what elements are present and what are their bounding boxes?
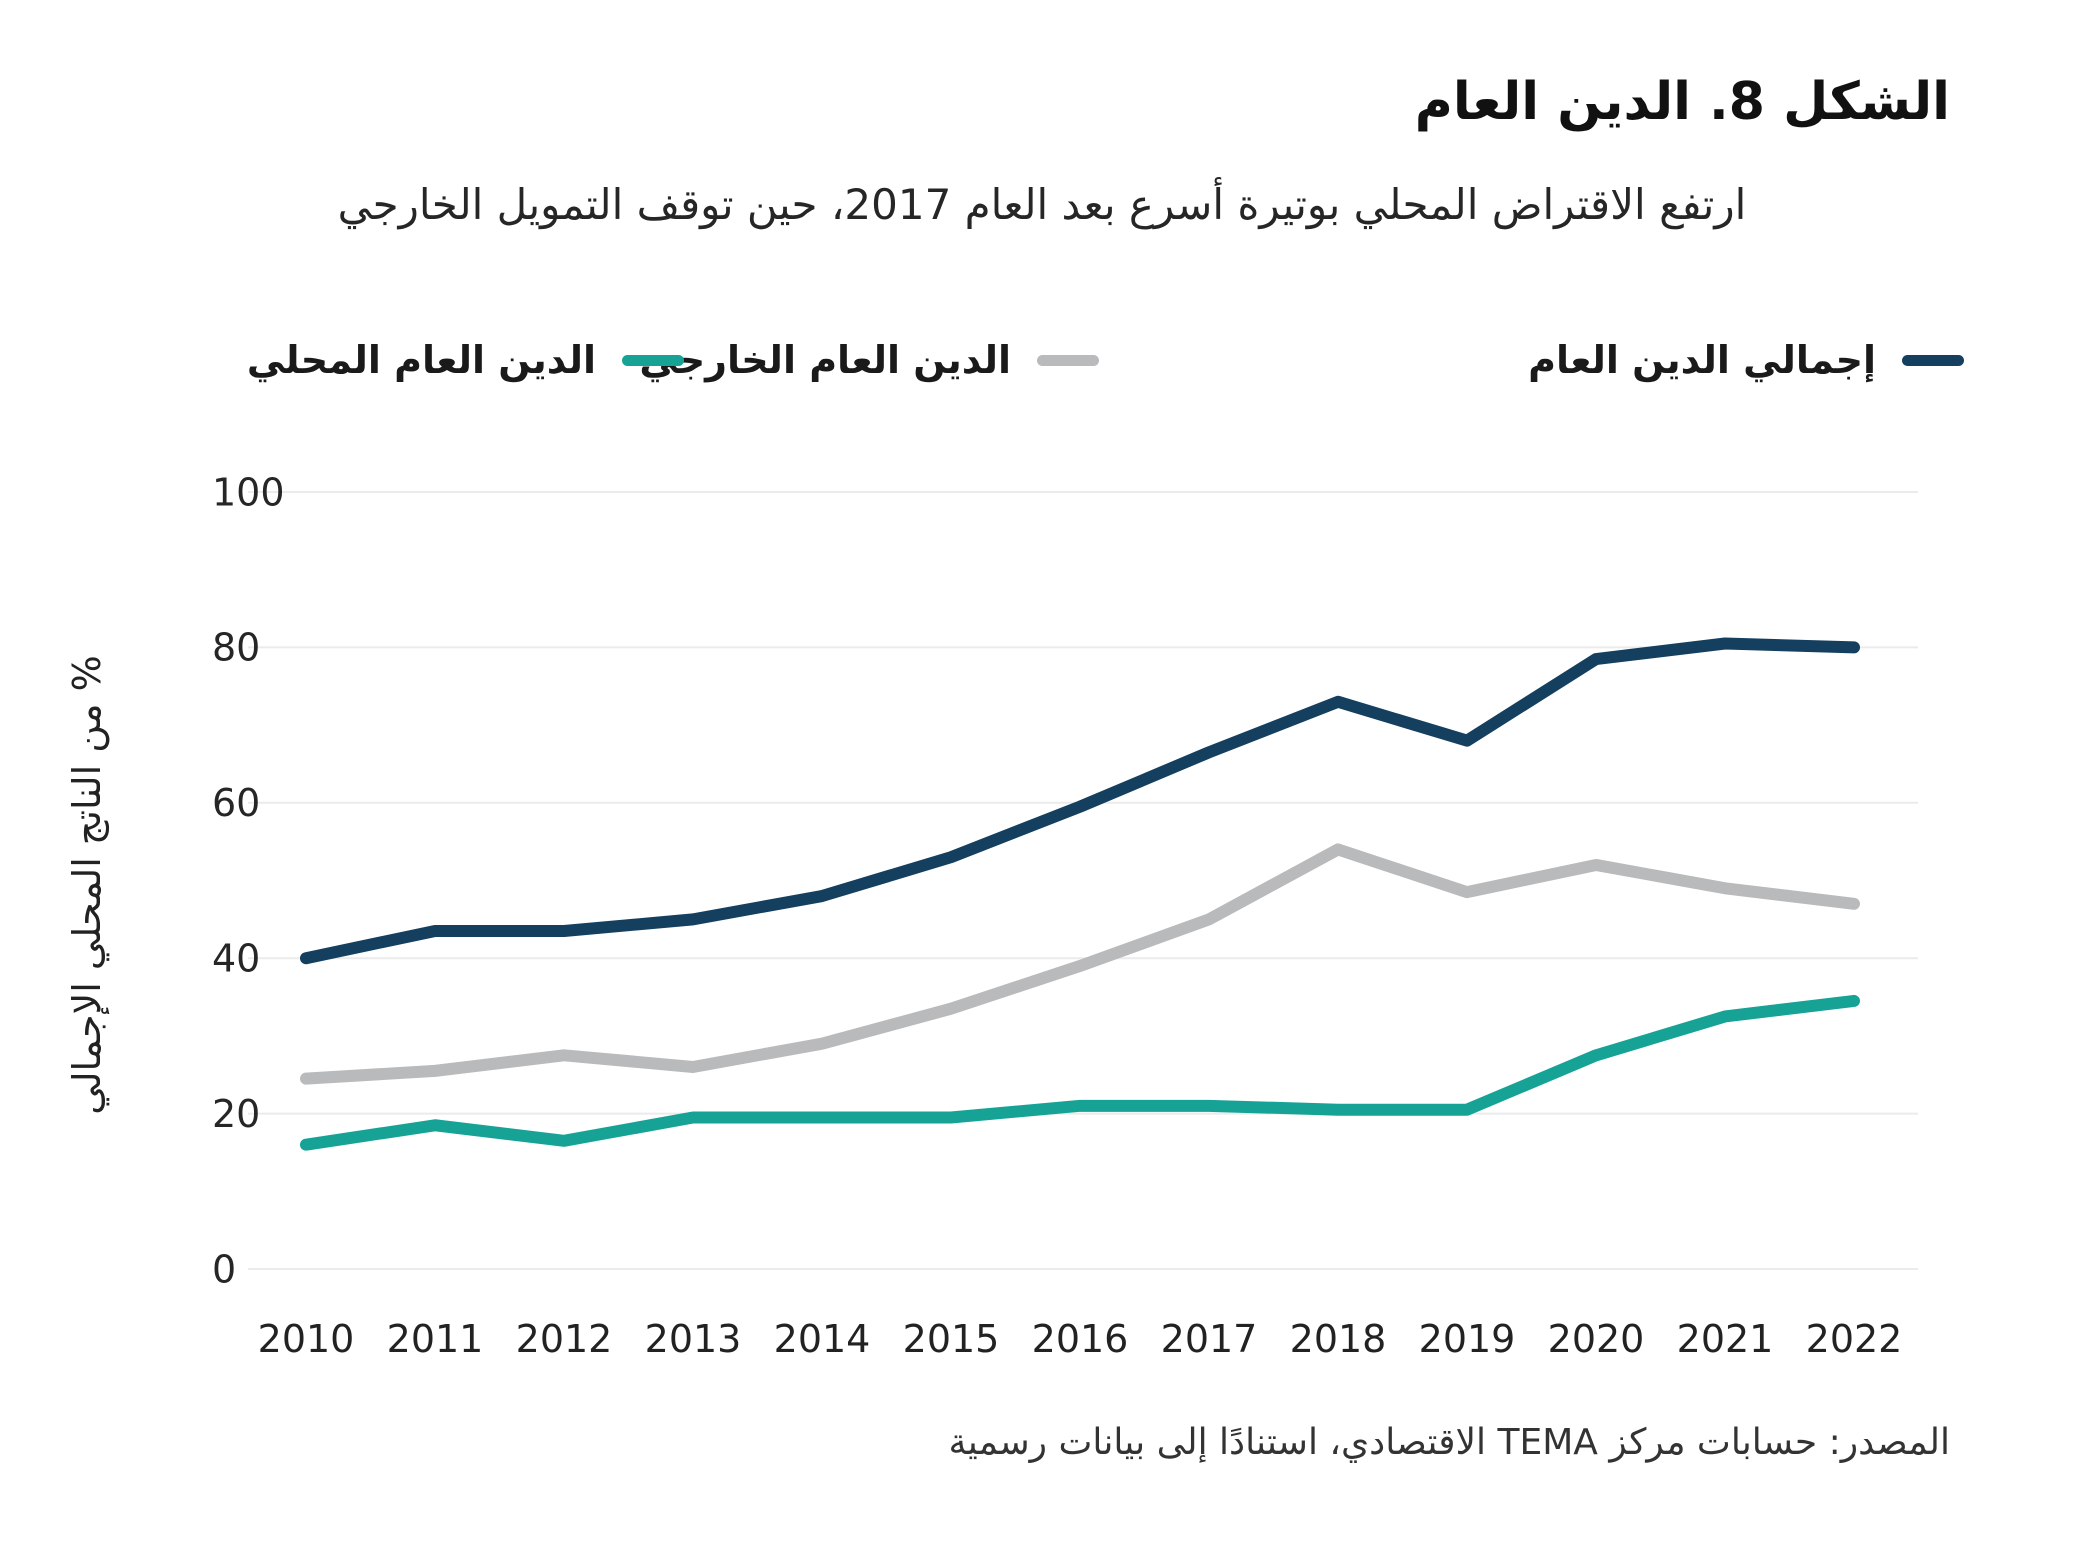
legend-label-domestic: الدين العام المحلي [246, 338, 596, 382]
legend-label-total: إجمالي الدين العام [1528, 338, 1876, 382]
y-axis-tick-label: 40 [212, 937, 260, 981]
legend-item-external-debt: الدين العام الخارجي [639, 332, 1099, 388]
x-axis-tick-label: 2014 [774, 1317, 871, 1361]
legend-item-total-debt: إجمالي الدين العام [1528, 332, 1964, 388]
series-line [300, 994, 1860, 1151]
series-line [300, 843, 1860, 1085]
legend-item-domestic-debt: الدين العام المحلي [247, 332, 684, 388]
figure-subtitle: ارتفع الاقتراض المحلي بوتيرة أسرع بعد ال… [337, 180, 1747, 229]
x-axis-tick-label: 2018 [1290, 1317, 1387, 1361]
legend-swatch-domestic-icon [622, 354, 684, 366]
legend-swatch-total-icon [1902, 354, 1964, 366]
y-axis-tick-label: 100 [212, 470, 285, 514]
y-axis-title: % من الناتج المحلي الإجمالي [65, 655, 110, 1114]
y-axis-tick-label: 0 [212, 1247, 236, 1291]
source-note: المصدر: حسابات مركز TEMA الاقتصادي، استن… [948, 1422, 1950, 1463]
series-line [300, 637, 1860, 965]
x-axis-tick-label: 2011 [387, 1317, 484, 1361]
x-axis-tick-label: 2022 [1806, 1317, 1903, 1361]
x-axis-tick-label: 2012 [516, 1317, 613, 1361]
x-axis-tick-label: 2013 [645, 1317, 742, 1361]
x-axis-tick-label: 2020 [1548, 1317, 1645, 1361]
legend-swatch-external-icon [1037, 354, 1099, 366]
y-axis-tick-label: 80 [212, 626, 260, 670]
legend-label-external: الدين العام الخارجي [639, 338, 1011, 382]
y-axis-tick-label: 20 [212, 1092, 260, 1136]
x-axis-tick-label: 2010 [258, 1317, 355, 1361]
x-axis-tick-label: 2019 [1419, 1317, 1516, 1361]
x-axis-tick-label: 2017 [1161, 1317, 1258, 1361]
x-axis-tick-label: 2016 [1032, 1317, 1129, 1361]
x-axis-tick-label: 2015 [903, 1317, 1000, 1361]
y-axis-tick-label: 60 [212, 781, 260, 825]
figure-title: الشكل 8. الدين العام [1414, 72, 1950, 132]
x-axis-tick-label: 2021 [1677, 1317, 1774, 1361]
